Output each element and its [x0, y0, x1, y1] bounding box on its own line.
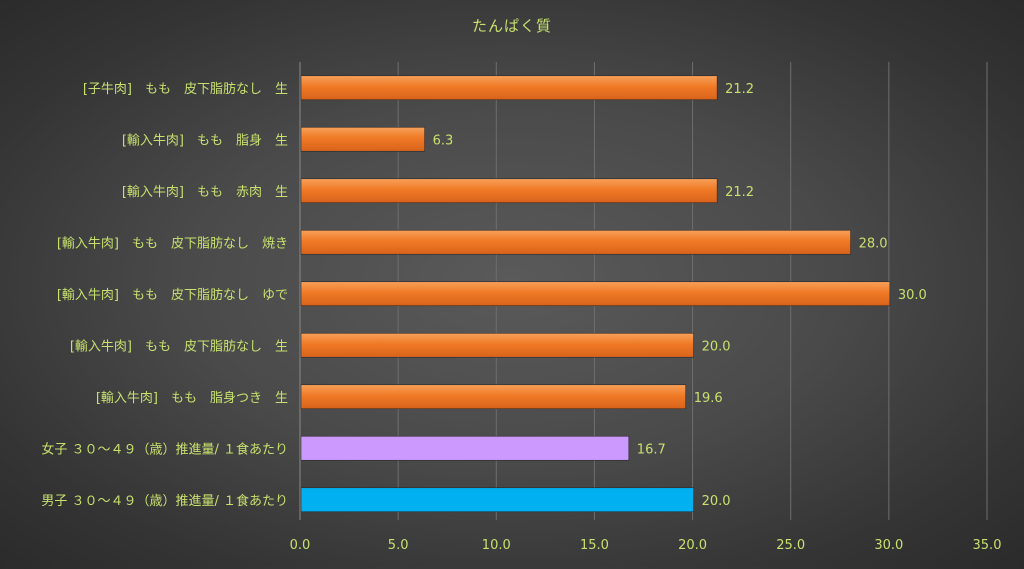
data-label: 21.2 [725, 82, 754, 97]
x-tick-label: 15.0 [580, 538, 609, 553]
bar [300, 487, 694, 513]
data-label: 28.0 [859, 236, 888, 251]
data-label: 6.3 [433, 133, 454, 148]
category-label: [輸入牛肉] もも 皮下脂肪なし 生 [70, 338, 288, 354]
data-label: 16.7 [637, 442, 666, 457]
category-label: [輸入牛肉] もも 脂身 生 [122, 132, 288, 148]
bar [300, 178, 718, 204]
bar [300, 384, 687, 410]
x-tick-label: 25.0 [776, 538, 805, 553]
chart-title: たんぱく質 [471, 17, 552, 35]
x-tick-label: 0.0 [290, 538, 311, 553]
bar [300, 75, 718, 101]
category-label: 男子 ３０～４９（歳）推進量/ １食あたり [41, 493, 288, 509]
bar [300, 126, 425, 152]
bar [300, 229, 851, 255]
bar [300, 281, 891, 307]
bar [300, 435, 630, 461]
bars [300, 75, 891, 513]
category-label: [子牛肉] もも 皮下脂肪なし 生 [83, 81, 288, 97]
x-tick-label: 30.0 [874, 538, 903, 553]
x-tick-label: 10.0 [482, 538, 511, 553]
data-label: 20.0 [702, 339, 731, 354]
category-label: 女子 ３０～４９（歳）推進量/ １食あたり [41, 441, 288, 457]
x-tick-label: 20.0 [678, 538, 707, 553]
x-tick-label: 35.0 [973, 538, 1002, 553]
bar [300, 332, 694, 358]
labels: 0.0 5.0 10.0 15.0 20.0 25.0 30.0 35.0 [子牛肉] もも 皮… [41, 81, 1001, 553]
data-label: 21.2 [725, 185, 754, 200]
category-label: [輸入牛肉] もも 皮下脂肪なし 焼き [57, 235, 288, 251]
category-label: [輸入牛肉] もも 赤肉 生 [122, 185, 288, 200]
category-label: [輸入牛肉] もも 皮下脂肪なし ゆで [57, 287, 288, 303]
data-label: 19.6 [694, 391, 723, 406]
data-label: 20.0 [702, 494, 731, 509]
category-label: [輸入牛肉] もも 脂身つき 生 [96, 390, 288, 406]
data-label: 30.0 [898, 288, 927, 303]
x-tick-label: 5.0 [388, 538, 409, 553]
